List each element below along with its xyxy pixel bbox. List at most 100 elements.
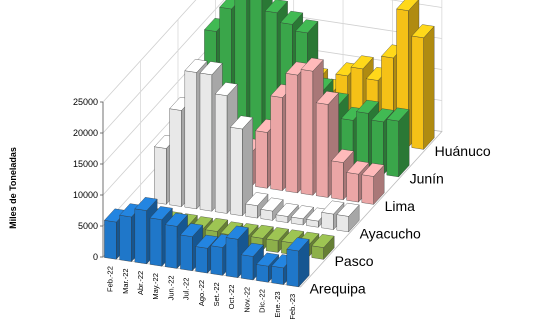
bar-top [311,234,335,248]
bar-top [256,252,280,267]
x-tick-label: Nov.-22 [242,287,251,313]
bar [286,237,310,288]
x-tick-label: Ago.-22 [197,280,206,306]
bar-top [225,225,249,240]
bar [245,192,269,219]
bar-side [423,25,435,150]
bar-top [184,59,208,73]
series-label: Junín [410,170,444,186]
bar-top [205,218,229,232]
bar [311,234,335,260]
y-tick-label: 10000 [73,190,98,200]
y-tick-label: 0 [93,252,98,262]
bar-front [184,70,197,210]
bar-top [336,202,360,217]
x-tick-label: Abr.-22 [136,271,145,295]
bar-front [195,246,208,274]
bar-top [315,91,339,105]
bar-front [245,203,258,219]
bar-top [240,242,264,257]
x-tick-label: Dic.-22 [258,289,267,313]
series-label: Arequipa [310,280,366,296]
bar-top [264,0,288,13]
bar-front [346,172,359,203]
bar-front [285,73,298,194]
bar-top [346,160,370,175]
bar-front [286,248,299,288]
bar-top [386,107,410,122]
bar-front [210,245,223,276]
bar-top [195,234,219,249]
bar-side [398,109,410,178]
bar-top [265,227,289,241]
bar-top [290,205,314,219]
series-label: Pasco [335,253,374,269]
x-tick-label: Oct.-22 [227,285,236,310]
series-label: Huánuco [435,143,491,159]
gridline [102,0,197,103]
bar-front [321,212,334,230]
bar-top [321,200,345,215]
x-tick-label: Jun.-22 [166,275,175,300]
bar-top [275,203,299,217]
bar-front [316,102,329,198]
bar-front [134,208,147,265]
bar-front [411,35,424,150]
bar-top [281,229,305,244]
bar-front [165,224,178,269]
labels: 0 5000 10000 15000 20000 25000 Feb.-22 Mar.-22 A… [73,97,491,320]
bar-top [164,212,188,227]
x-tick-label: Feb.-23 [288,294,297,320]
bar-top [361,163,385,177]
x-tick-label: May.-22 [151,273,160,300]
bar-top [280,10,304,25]
bar-front [255,130,268,189]
bar-front [241,254,254,281]
series-ayacucho [154,59,360,233]
bar-top [230,115,254,130]
bar-top [245,192,269,206]
bar-front [256,264,269,283]
y-tick-label: 20000 [73,128,98,138]
bars [104,0,435,288]
x-tick-label: Jul.-22 [182,278,191,301]
bar-top [199,61,223,75]
bar-front [300,69,314,196]
bar-top [214,82,238,96]
bar-top [295,19,319,34]
bar-front [386,119,399,178]
bar-front [271,265,284,285]
bar [411,24,435,150]
bar [230,115,254,217]
bar-front [169,108,182,207]
bar-top [180,223,204,237]
bar-top [260,197,284,212]
gridline [102,0,442,134]
bar-front [361,174,374,205]
bar-front [225,237,239,278]
bar-top [250,224,274,239]
bar-top [286,237,310,252]
bar-front [270,95,283,191]
bar [361,163,385,205]
series-arequipa [104,197,310,288]
x-tick-label: Feb.-22 [106,266,115,292]
y-tick-label: 5000 [78,221,98,231]
bar [260,197,284,221]
bar [386,107,410,178]
bar-front [149,217,163,267]
y-tick-label: 25000 [73,97,98,107]
bar-top [350,55,374,70]
y-tick-label: 15000 [73,159,98,169]
bar-front [331,160,344,201]
bar-top [134,197,158,211]
bar-front [336,214,349,233]
bar [275,203,299,224]
x-tick-label: Set.-22 [212,282,221,306]
bar-top [331,149,355,163]
bar-front [230,126,243,217]
x-tick-label: Mar.-22 [121,268,130,293]
bar-top [300,57,324,72]
